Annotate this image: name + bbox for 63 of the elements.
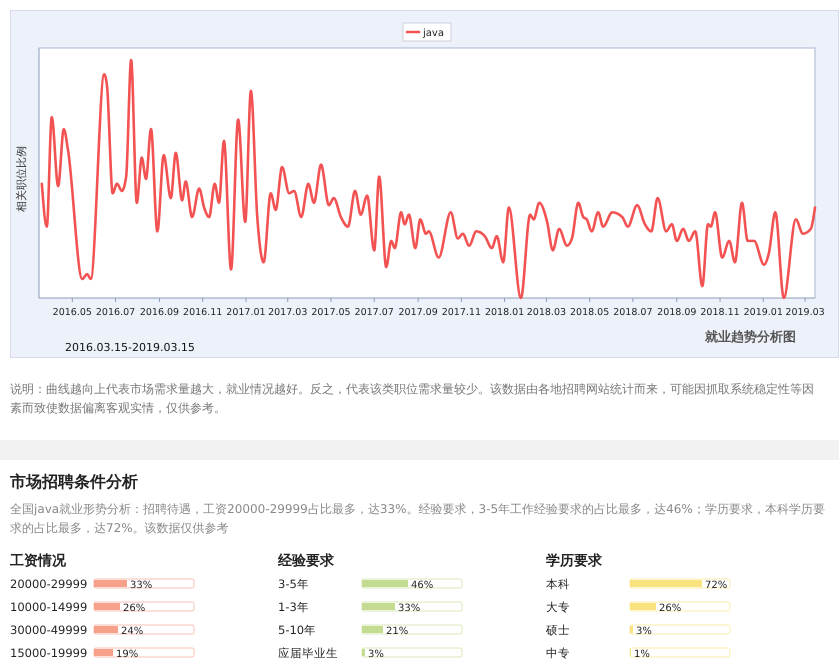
y-tick-label: 应届毕业生: [278, 646, 338, 660]
data-label: 1%: [634, 649, 650, 660]
x-tick-label: 2016.05: [52, 307, 92, 318]
data-label: 33%: [398, 603, 420, 614]
text: 市场招聘条件分析: [10, 472, 138, 493]
x-tick-label: 2018.11: [700, 307, 740, 318]
x-tick-label: 2018.05: [570, 307, 610, 318]
y-tick-label: 大专: [546, 600, 570, 614]
text: 就业趋势分析图: [704, 329, 796, 345]
data-label: 21%: [386, 626, 408, 637]
bar: [94, 580, 127, 587]
chart-title: 工资情况: [9, 553, 67, 569]
data-label: 72%: [705, 580, 728, 591]
bar: [630, 603, 656, 610]
x-tick-label: 2017.03: [268, 307, 308, 318]
x-tick-label: 2016.11: [183, 307, 222, 318]
bar: [94, 649, 113, 656]
data-label: 3%: [368, 649, 384, 660]
x-tick-label: 2018.09: [657, 307, 696, 318]
bar: [362, 626, 383, 633]
x-tick-label: 2017.01: [226, 307, 266, 318]
data-label: 19%: [116, 649, 138, 660]
data-label: 3%: [636, 626, 652, 637]
y-axis-title: 相关职位比例: [15, 146, 28, 212]
data-label: 26%: [659, 603, 682, 614]
y-tick-label: 1-3年: [278, 600, 309, 614]
y-tick-label: 5-10年: [278, 623, 316, 637]
x-tick-label: 2017.05: [311, 307, 351, 318]
x-tick-label: 2019.03: [785, 307, 825, 318]
bar: [362, 649, 365, 656]
bar: [630, 580, 702, 587]
y-tick-label: 本科: [546, 577, 570, 591]
x-tick-label: 2018.01: [484, 307, 524, 318]
text: 说明：曲线越向上代表市场需求量越大，就业情况越好。反之，代表该类职位需求量较少。该数据由各地招聘网站统计而来，可能因抓取系统稳定性等因素而致使数据偏离客观实情，仅供参考。: [10, 381, 815, 417]
bar: [362, 580, 408, 587]
data-label: 33%: [130, 580, 152, 591]
y-tick-label: 30000-49999: [10, 623, 88, 637]
chart-title: 学历要求: [546, 553, 603, 569]
bar: [94, 626, 118, 633]
bar: [630, 626, 633, 633]
y-tick-label: 硕士: [545, 623, 570, 637]
x-tick-label: 2019.01: [744, 307, 783, 318]
data-label: 24%: [121, 626, 144, 637]
y-tick-label: 中专: [546, 646, 570, 660]
text: 2016.03.15-2019.03.15: [65, 341, 195, 354]
x-tick-label: 2016.07: [96, 307, 136, 318]
x-tick-label: 2018.03: [526, 307, 566, 318]
x-tick-label: 2016.09: [140, 307, 180, 318]
bar: [362, 603, 395, 610]
text: 全国java就业形势分析：招聘待遇，工资20000-29999占比最多，达33%。经验要求，3-5年工作经验要求的占比最多，达46%；学历要求，本科学历要求的占比最多，达72%。该数据仅供参考: [10, 501, 825, 537]
y-tick-label: 15000-19999: [10, 646, 88, 660]
legend-label: java: [422, 28, 444, 39]
x-tick-label: 2017.07: [354, 307, 394, 318]
x-tick-label: 2017.09: [398, 307, 438, 318]
x-tick-label: 2018.07: [613, 307, 653, 318]
data-label: 46%: [411, 580, 434, 591]
chart-title: 经验要求: [277, 553, 335, 569]
x-tick-label: 2017.11: [442, 307, 482, 318]
y-tick-label: 3-5年: [278, 577, 309, 591]
data-label: 26%: [123, 603, 146, 614]
y-tick-label: 10000-14999: [10, 600, 88, 614]
y-tick-label: 20000-29999: [10, 577, 88, 591]
bar: [94, 603, 120, 610]
